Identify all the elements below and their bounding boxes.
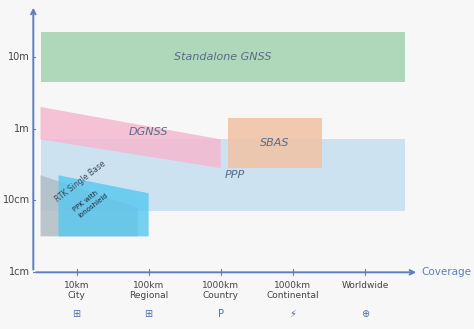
- Text: ⊕: ⊕: [361, 309, 369, 319]
- Text: RTK Single Base: RTK Single Base: [54, 159, 108, 204]
- Text: SBAS: SBAS: [260, 138, 290, 148]
- Polygon shape: [58, 175, 149, 236]
- Text: ⊞: ⊞: [145, 309, 153, 319]
- Text: 1000km
Country: 1000km Country: [202, 281, 239, 300]
- Text: ⚡: ⚡: [290, 309, 296, 319]
- Text: P: P: [218, 309, 224, 319]
- Text: 10m: 10m: [8, 52, 30, 62]
- Text: Worldwide: Worldwide: [341, 281, 389, 290]
- Text: DGNSS: DGNSS: [129, 127, 168, 137]
- Text: 1000km
Continental: 1000km Continental: [266, 281, 319, 300]
- Text: PPP: PPP: [225, 170, 245, 180]
- Bar: [40, 32, 405, 82]
- Text: 100km
Regional: 100km Regional: [129, 281, 168, 300]
- Text: 1m: 1m: [14, 124, 30, 134]
- Bar: [40, 139, 405, 211]
- Text: Coverage: Coverage: [421, 267, 471, 277]
- Text: 1cm: 1cm: [9, 267, 30, 277]
- Polygon shape: [40, 107, 221, 168]
- Bar: [228, 118, 322, 168]
- Polygon shape: [40, 175, 138, 236]
- Text: ⊞: ⊞: [73, 309, 81, 319]
- Text: Standalone GNSS: Standalone GNSS: [174, 52, 271, 62]
- Text: PPK with
Ionoshield: PPK with Ionoshield: [73, 186, 109, 219]
- Text: 10km
City: 10km City: [64, 281, 89, 300]
- Text: 10cm: 10cm: [2, 195, 30, 205]
